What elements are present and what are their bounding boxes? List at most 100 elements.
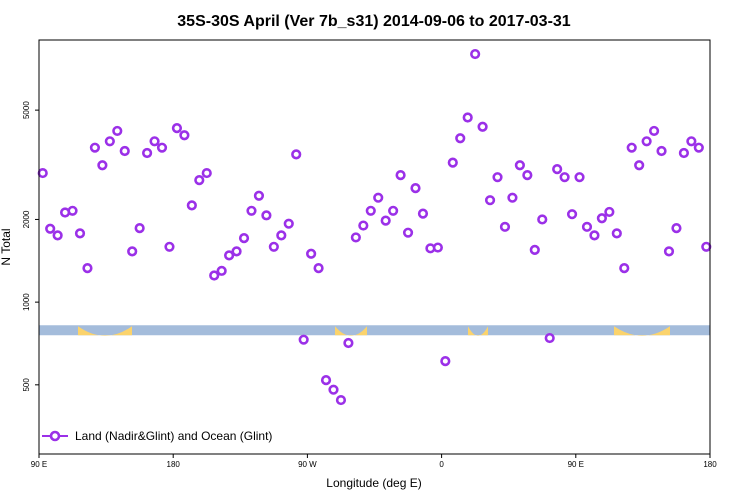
data-point — [335, 394, 347, 406]
data-point — [52, 230, 63, 241]
data-point — [104, 136, 115, 147]
land-region — [614, 326, 670, 336]
plot-frame — [38, 39, 711, 455]
y-tick-label: 500 — [22, 378, 31, 392]
x-axis-label: Longitude (deg E) — [326, 476, 421, 490]
data-point — [656, 145, 667, 157]
data-point — [350, 232, 361, 243]
data-point — [261, 210, 272, 221]
data-point — [388, 205, 399, 216]
data-point — [648, 125, 660, 137]
data-point — [380, 215, 391, 226]
y-tick-label: 5000 — [22, 101, 31, 119]
data-point — [671, 222, 682, 234]
data-point — [447, 157, 458, 168]
data-point — [470, 48, 481, 60]
data-point — [298, 334, 309, 345]
data-point — [238, 233, 250, 244]
data-point — [619, 263, 630, 274]
data-point — [634, 160, 645, 171]
data-point — [402, 227, 414, 238]
data-point — [358, 220, 369, 231]
data-point — [514, 160, 525, 171]
legend-marker — [49, 430, 61, 442]
x-tick-label: 0 — [439, 460, 444, 469]
data-point — [112, 125, 123, 137]
data-point — [522, 170, 533, 181]
data-point — [678, 147, 690, 159]
data-point — [179, 130, 190, 141]
data-point — [641, 136, 652, 147]
data-point — [432, 242, 443, 253]
ocean-band — [39, 325, 710, 336]
data-point — [201, 167, 212, 179]
data-point — [119, 145, 130, 157]
land-region — [78, 326, 132, 336]
data-point — [37, 167, 48, 179]
data-point — [343, 337, 354, 349]
data-point — [156, 142, 168, 153]
data-point — [194, 175, 205, 186]
data-point — [313, 263, 324, 274]
land-region — [335, 326, 367, 336]
y-axis-label: N Total — [0, 228, 13, 265]
y-tick-label: 2000 — [22, 210, 31, 228]
data-point — [611, 228, 622, 239]
data-point — [589, 230, 600, 241]
y-axis: 500 1000 2000 5000 — [22, 101, 39, 392]
data-point — [268, 241, 279, 252]
data-point — [45, 223, 56, 234]
data-point — [82, 263, 93, 274]
data-point — [529, 244, 540, 255]
land-region — [468, 326, 488, 336]
x-tick-label: 180 — [703, 460, 717, 469]
data-point — [604, 206, 615, 218]
data-point — [320, 375, 332, 386]
data-point — [566, 209, 578, 220]
data-point — [701, 241, 712, 252]
data-point — [283, 218, 294, 229]
data-point — [97, 160, 108, 171]
x-tick-label: 90 E — [31, 460, 47, 469]
data-point — [365, 205, 376, 216]
data-point — [89, 142, 101, 153]
data-point — [477, 121, 488, 132]
data-point — [253, 190, 265, 201]
data-point — [455, 133, 466, 144]
data-point — [417, 208, 429, 219]
data-point — [544, 332, 555, 344]
data-point — [537, 214, 548, 225]
data-point — [462, 112, 473, 123]
data-point — [693, 142, 704, 153]
data-point — [596, 213, 607, 224]
data-point — [127, 246, 138, 257]
legend-label: Land (Nadir&Glint) and Ocean (Glint) — [75, 429, 272, 443]
data-point — [306, 248, 317, 259]
data-point — [216, 265, 227, 276]
data-point — [626, 142, 637, 153]
chart-title: 35S-30S April (Ver 7b_s31) 2014-09-06 to… — [177, 13, 571, 30]
data-point — [142, 147, 153, 159]
data-point — [134, 222, 145, 234]
data-point — [328, 384, 339, 395]
x-tick-label: 90 E — [568, 460, 584, 469]
data-point — [373, 192, 384, 203]
data-point — [552, 163, 563, 175]
y-tick-label: 1000 — [22, 293, 31, 311]
data-point — [574, 172, 585, 183]
data-point — [149, 136, 160, 147]
data-point — [291, 149, 302, 160]
data-point — [164, 241, 175, 252]
data-point — [246, 205, 257, 216]
x-axis: 90 E 180 90 W 0 90 E 180 — [31, 454, 717, 469]
data-point — [395, 170, 406, 181]
data-point — [663, 246, 675, 257]
data-point — [686, 136, 697, 147]
data-point — [276, 230, 287, 241]
data-point — [209, 270, 220, 281]
data-point — [507, 192, 518, 203]
data-point — [440, 356, 451, 367]
x-tick-label: 90 W — [298, 460, 317, 469]
data-point — [224, 250, 235, 261]
